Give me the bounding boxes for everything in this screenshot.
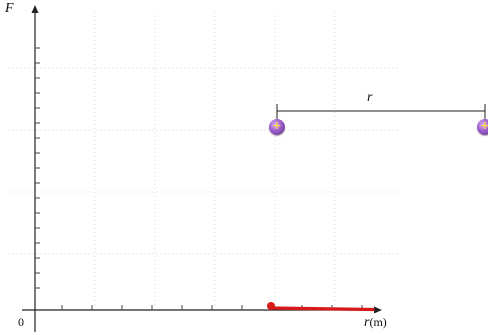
origin-label: 0 — [18, 315, 24, 329]
y-axis-arrow-icon — [31, 5, 39, 13]
separation-label: r — [367, 90, 373, 105]
axis-ticks — [35, 47, 363, 310]
y-axis-label: F — [5, 1, 14, 16]
force-curve — [268, 306, 375, 312]
plot-grid — [8, 12, 398, 306]
positive-charge-left[interactable]: + — [269, 119, 285, 135]
x-axis-label: r(m) — [364, 316, 387, 330]
plus-icon: + — [480, 119, 488, 132]
force-probe-handle[interactable] — [267, 302, 275, 310]
plus-icon: + — [272, 119, 282, 132]
positive-charge-right[interactable]: + — [477, 119, 488, 135]
x-axis-arrow-icon — [374, 306, 382, 314]
x-axis-unit: (m) — [369, 315, 387, 329]
x-axis-symbol: r — [364, 315, 370, 330]
